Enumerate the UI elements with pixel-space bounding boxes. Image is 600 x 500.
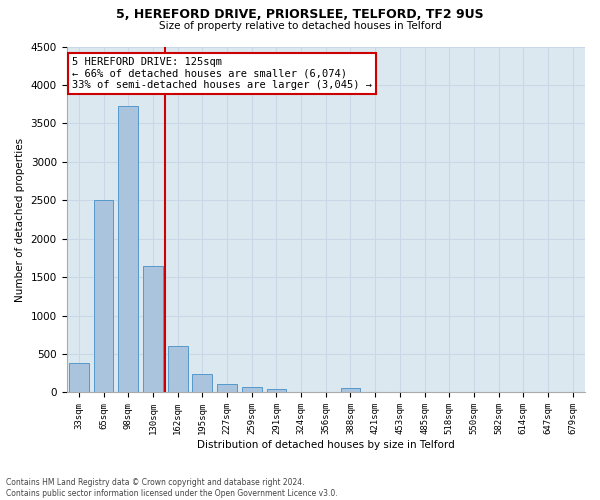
Bar [94,200,113,392]
Text: 5, HEREFORD DRIVE, PRIORSLEE, TELFORD, TF2 9US: 5, HEREFORD DRIVE, PRIORSLEE, TELFORD, T… [116,8,484,20]
Bar [143,266,163,392]
Y-axis label: Number of detached properties: Number of detached properties [15,138,25,302]
Bar [168,346,188,393]
Text: Contains HM Land Registry data © Crown copyright and database right 2024.
Contai: Contains HM Land Registry data © Crown c… [6,478,338,498]
Text: Size of property relative to detached houses in Telford: Size of property relative to detached ho… [158,21,442,31]
Bar [341,388,361,392]
Bar [217,384,237,392]
X-axis label: Distribution of detached houses by size in Telford: Distribution of detached houses by size … [197,440,455,450]
Bar [242,388,262,392]
Bar [193,374,212,392]
Bar [69,364,89,392]
Text: 5 HEREFORD DRIVE: 125sqm
← 66% of detached houses are smaller (6,074)
33% of sem: 5 HEREFORD DRIVE: 125sqm ← 66% of detach… [72,57,372,90]
Bar [118,106,138,393]
Bar [266,388,286,392]
